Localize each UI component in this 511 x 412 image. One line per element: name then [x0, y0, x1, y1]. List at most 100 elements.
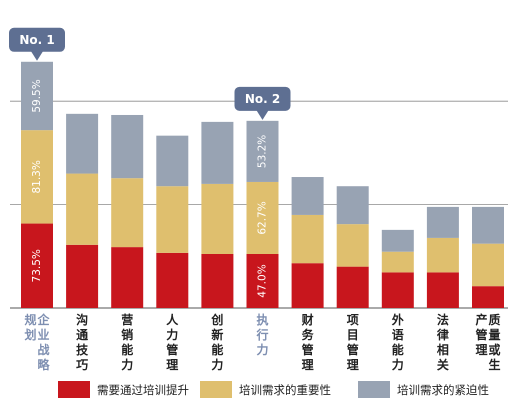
category-label-3: 人力管理	[166, 312, 179, 372]
data-label-5-series-0: 47.0%	[257, 264, 269, 297]
category-label-char: 法	[437, 312, 449, 327]
category-label-char: 管	[475, 327, 487, 342]
category-label-10-column-0: 质量或生	[488, 312, 500, 372]
category-label-char: 营	[121, 312, 133, 327]
bar-1-series-2	[66, 113, 99, 174]
category-label-char: 人	[166, 312, 179, 327]
legend-label-0: 需要通过培训提升	[97, 383, 189, 397]
category-label-char: 务	[302, 327, 315, 342]
category-label-0-column-0: 企业战略	[36, 312, 50, 372]
callout-pointer-0	[31, 51, 43, 61]
legend-item-0: 需要通过培训提升	[58, 381, 189, 398]
bar-10-series-2	[472, 206, 504, 244]
bar-5-series-1	[246, 181, 279, 254]
callout-box-0	[9, 27, 65, 52]
category-label-char: 产	[475, 312, 487, 327]
category-label-7-column-0: 项目管理	[347, 313, 359, 372]
legend-swatch-1	[200, 381, 232, 398]
category-label-char: 量	[488, 328, 500, 342]
bar-0-series-2	[21, 61, 53, 131]
category-label-char: 销	[121, 327, 133, 342]
category-label-3-column-0: 人力管理	[166, 312, 179, 372]
legend-label-2: 培训需求的紧迫性	[397, 383, 489, 397]
category-label-char: 力	[211, 357, 223, 372]
bar-1-series-0	[66, 244, 99, 308]
data-label-0-series-0: 73.5%	[31, 249, 43, 282]
category-label-1: 沟通技巧	[76, 312, 89, 372]
category-labels: 企业战略规划沟通技巧营销能力人力管理创新能力执行力财务管理项目管理外语能力法律相…	[24, 312, 500, 372]
bar-0-series-1	[21, 130, 53, 224]
bar-7-series-2	[336, 186, 369, 225]
bar-9-series-0	[426, 272, 459, 308]
category-label-char: 财	[301, 312, 314, 327]
category-label-8: 外语能力	[392, 312, 404, 372]
bar-5-series-0	[246, 254, 279, 308]
category-label-char: 战	[37, 342, 49, 357]
category-label-char: 力	[166, 327, 178, 342]
category-label-char: 略	[37, 357, 50, 372]
category-label-char: 生	[488, 357, 500, 372]
bar-8-series-0	[381, 272, 414, 308]
category-label-char: 沟	[76, 312, 88, 327]
bar-1-series-1	[66, 173, 99, 245]
category-label-char: 或	[488, 342, 500, 357]
data-labels: 73.5% 81.3% 59.5% 47.0% 62.7% 53.2%	[31, 79, 269, 297]
category-label-9-column-0: 法律相关	[437, 312, 449, 372]
category-label-2-column-0: 营销能力	[121, 312, 133, 372]
category-label-char: 能	[392, 342, 404, 357]
legend-swatch-0	[58, 381, 90, 398]
category-label-6: 财务管理	[301, 312, 315, 372]
category-label-char: 业	[37, 327, 49, 342]
bar-3-series-0	[156, 252, 189, 308]
bar-2-series-2	[111, 114, 144, 179]
category-label-char: 力	[256, 342, 268, 357]
category-label-4-column-0: 创新能力	[210, 312, 223, 372]
category-label-char: 执	[256, 312, 268, 327]
category-label-char: 企	[36, 312, 50, 327]
category-label-char: 规	[24, 312, 36, 327]
category-label-char: 管	[166, 342, 178, 357]
category-label-char: 创	[210, 312, 223, 327]
category-label-9: 法律相关	[437, 312, 449, 372]
bar-4-series-0	[201, 254, 234, 308]
category-label-char: 力	[392, 357, 404, 372]
category-label-2: 营销能力	[121, 312, 133, 372]
callout-box-1	[234, 86, 291, 111]
category-label-char: 行	[255, 327, 268, 342]
bar-5-series-2	[246, 120, 279, 182]
bar-10-series-0	[472, 286, 504, 308]
category-label-char: 巧	[76, 358, 88, 372]
data-label-0-series-1: 81.3%	[31, 160, 43, 193]
bar-9-series-1	[426, 237, 459, 273]
category-label-char: 管	[347, 342, 359, 357]
category-label-char: 理	[302, 358, 314, 372]
category-label-char: 理	[475, 343, 487, 357]
legend-item-1: 培训需求的重要性	[200, 381, 331, 398]
callout-label-0: No. 1	[19, 33, 54, 47]
category-label-4: 创新能力	[210, 312, 223, 372]
category-label-6-column-0: 财务管理	[301, 312, 315, 372]
category-label-8-column-0: 外语能力	[392, 312, 404, 372]
category-label-char: 项	[347, 313, 359, 327]
bar-7-series-1	[336, 224, 369, 267]
category-label-char: 外	[392, 312, 404, 327]
data-label-5-series-1: 62.7%	[257, 201, 269, 234]
category-label-char: 能	[211, 342, 223, 357]
category-label-char: 划	[24, 327, 36, 342]
category-label-5: 执行力	[255, 312, 268, 357]
legend: 需要通过培训提升 培训需求的重要性 培训需求的紧迫性	[58, 381, 489, 398]
category-label-char: 理	[347, 358, 359, 372]
bar-3-series-1	[156, 186, 189, 253]
category-label-5-column-0: 执行力	[255, 312, 268, 357]
legend-swatch-2	[358, 381, 390, 398]
category-label-char: 新	[211, 327, 223, 342]
bars	[21, 61, 504, 308]
bar-4-series-2	[201, 121, 234, 184]
category-label-char: 语	[392, 327, 404, 342]
category-label-char: 通	[76, 327, 88, 342]
category-label-char: 管	[302, 342, 314, 357]
category-label-1-column-0: 沟通技巧	[76, 312, 89, 372]
callout-pointer-1	[256, 110, 269, 120]
